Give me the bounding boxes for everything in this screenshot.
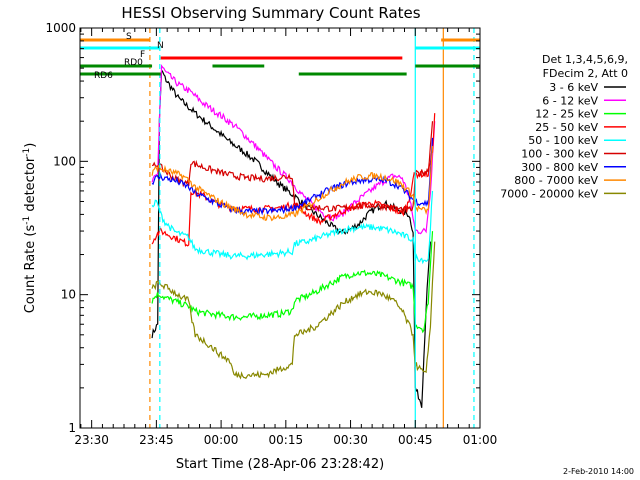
- legend-label-1: 6 - 12 keV: [542, 94, 598, 107]
- state-bar-label-rd6: RD6: [94, 71, 113, 81]
- series-layer: [151, 64, 436, 408]
- x-tick-label: 00:15: [269, 433, 304, 447]
- legend: Det 1,3,4,5,6,9, FDecim 2, Att 0 3 - 6 k…: [500, 53, 628, 200]
- legend-label-5: 100 - 300 keV: [521, 148, 598, 161]
- x-axis-label: Start Time (28-Apr-06 23:28:42): [176, 457, 384, 472]
- legend-label-8: 7000 - 20000 keV: [500, 187, 598, 200]
- y-tick-label: 1000: [45, 21, 76, 35]
- legend-label-3: 25 - 50 keV: [535, 121, 598, 134]
- series-line-4: [151, 190, 434, 265]
- legend-label-7: 800 - 7000 keV: [514, 174, 598, 187]
- legend-header-line-1: Det 1,3,4,5,6,9,: [542, 53, 628, 66]
- series-line-0: [151, 68, 431, 408]
- legend-label-4: 50 - 100 keV: [528, 134, 598, 147]
- x-tick-label: 00:00: [204, 433, 239, 447]
- plot-frame: [79, 27, 481, 429]
- state-bar-label-rd0: RD0: [124, 58, 143, 68]
- series-line-6: [151, 137, 434, 216]
- state-bar-label-s: S: [126, 32, 132, 42]
- x-tick-label: 23:30: [74, 433, 109, 447]
- markers-layer: [149, 28, 475, 428]
- x-tick-label: 00:30: [333, 433, 368, 447]
- y-axis-label: Count Rate (s-1 detector-1): [22, 143, 38, 314]
- x-tick-label: 23:45: [139, 433, 174, 447]
- series-line-7: [151, 146, 434, 222]
- series-line-5: [151, 121, 434, 213]
- legend-header-line-2: FDecim 2, Att 0: [543, 67, 628, 80]
- y-tick-label: 100: [53, 154, 76, 168]
- legend-label-0: 3 - 6 keV: [549, 81, 598, 94]
- series-line-2: [151, 231, 434, 334]
- series-line-8: [151, 241, 436, 380]
- state-bar-label-n: N: [157, 41, 164, 51]
- state-bar-label-f: F: [140, 50, 145, 60]
- footer-date-stamp: 2-Feb-2010 14:00: [563, 467, 634, 476]
- legend-label-2: 12 - 25 keV: [535, 108, 598, 121]
- y-tick-label: 10: [61, 288, 76, 302]
- axis-ticks-layer: 23:30 23:45 00:00 00:15 00:30 00:45 01:00 1 10 10…: [45, 21, 497, 447]
- legend-label-6: 300 - 800 keV: [521, 161, 598, 174]
- x-tick-label: 01:00: [463, 433, 498, 447]
- series-line-3: [151, 113, 436, 247]
- chart-title: HESSI Observing Summary Count Rates: [121, 4, 420, 22]
- y-tick-label: 1: [68, 421, 76, 435]
- x-tick-label: 00:45: [398, 433, 433, 447]
